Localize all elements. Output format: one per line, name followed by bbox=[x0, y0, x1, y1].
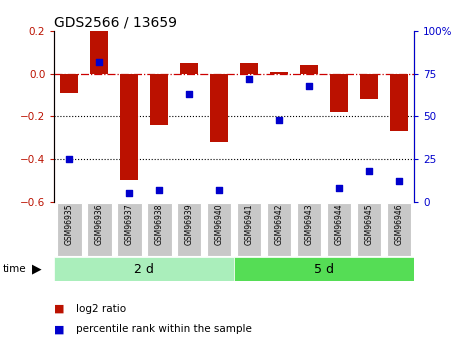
Bar bbox=[150, 74, 168, 125]
Bar bbox=[90, 31, 108, 74]
Bar bbox=[300, 65, 318, 74]
Bar bbox=[61, 74, 79, 93]
Bar bbox=[120, 74, 138, 180]
Bar bbox=[386, 203, 411, 256]
Bar bbox=[360, 74, 378, 99]
Bar bbox=[54, 257, 234, 281]
Bar bbox=[87, 203, 112, 256]
Bar bbox=[327, 203, 351, 256]
Text: GSM96937: GSM96937 bbox=[125, 204, 134, 245]
Bar bbox=[234, 257, 414, 281]
Point bbox=[395, 179, 403, 184]
Bar bbox=[177, 203, 201, 256]
Text: GSM96938: GSM96938 bbox=[155, 204, 164, 245]
Bar bbox=[210, 74, 228, 142]
Text: 5 d: 5 d bbox=[314, 263, 334, 276]
Text: GSM96939: GSM96939 bbox=[184, 204, 194, 245]
Point bbox=[335, 185, 343, 191]
Text: ▶: ▶ bbox=[32, 263, 42, 276]
Text: GSM96936: GSM96936 bbox=[95, 204, 104, 245]
Text: log2 ratio: log2 ratio bbox=[76, 304, 126, 314]
Bar bbox=[267, 203, 291, 256]
Text: percentile rank within the sample: percentile rank within the sample bbox=[76, 325, 252, 334]
Bar bbox=[390, 74, 408, 131]
Text: GSM96944: GSM96944 bbox=[334, 204, 343, 245]
Point bbox=[156, 187, 163, 193]
Bar bbox=[147, 203, 172, 256]
Bar bbox=[270, 72, 288, 74]
Text: GSM96943: GSM96943 bbox=[305, 204, 314, 245]
Bar bbox=[57, 203, 82, 256]
Point bbox=[185, 91, 193, 97]
Bar bbox=[207, 203, 231, 256]
Text: GSM96945: GSM96945 bbox=[364, 204, 374, 245]
Text: ■: ■ bbox=[54, 304, 65, 314]
Text: GSM96935: GSM96935 bbox=[65, 204, 74, 245]
Point bbox=[96, 59, 103, 65]
Bar bbox=[297, 203, 321, 256]
Point bbox=[305, 83, 313, 88]
Point bbox=[66, 156, 73, 162]
Bar bbox=[180, 63, 198, 74]
Text: 2 d: 2 d bbox=[134, 263, 154, 276]
Point bbox=[245, 76, 253, 82]
Text: GSM96940: GSM96940 bbox=[215, 204, 224, 245]
Text: GSM96946: GSM96946 bbox=[394, 204, 403, 245]
Text: ■: ■ bbox=[54, 325, 65, 334]
Bar bbox=[330, 74, 348, 112]
Bar bbox=[240, 63, 258, 74]
Bar bbox=[357, 203, 381, 256]
Text: time: time bbox=[2, 264, 26, 274]
Point bbox=[275, 117, 283, 122]
Point bbox=[365, 168, 373, 174]
Bar bbox=[237, 203, 262, 256]
Bar bbox=[117, 203, 141, 256]
Point bbox=[215, 187, 223, 193]
Point bbox=[125, 190, 133, 196]
Text: GSM96941: GSM96941 bbox=[245, 204, 254, 245]
Text: GSM96942: GSM96942 bbox=[274, 204, 284, 245]
Text: GDS2566 / 13659: GDS2566 / 13659 bbox=[54, 16, 177, 30]
